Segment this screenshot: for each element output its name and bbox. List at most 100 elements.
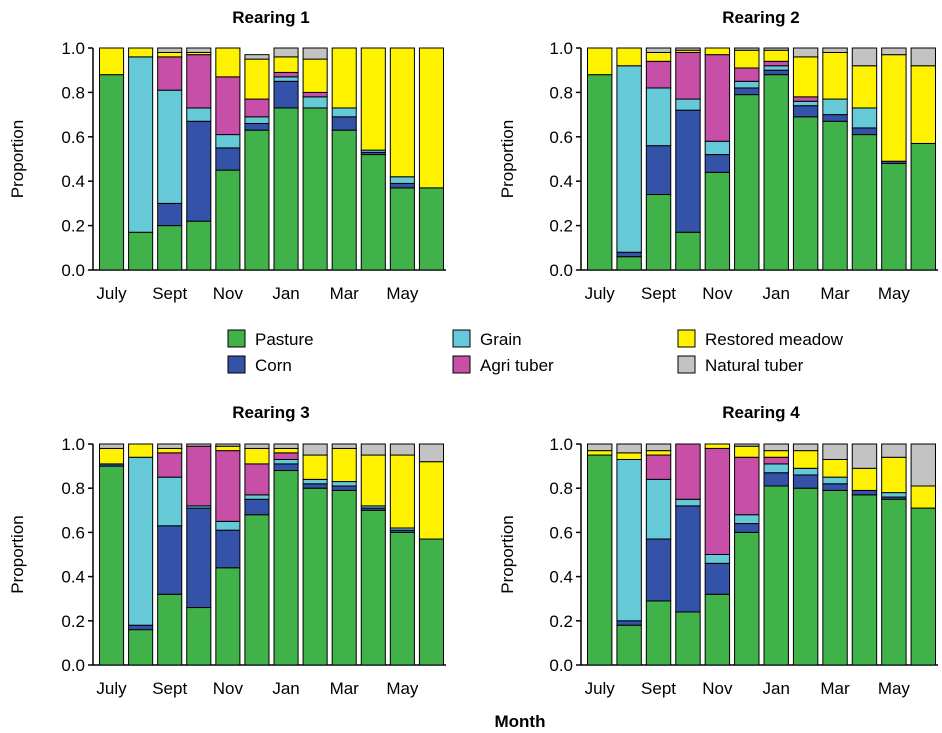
bar-segment-natural-tuber <box>186 47 212 53</box>
bar-stack <box>186 443 212 666</box>
bar-segment-grain <box>822 476 848 485</box>
bar-segment-restored-meadow <box>587 450 613 456</box>
y-tick-label: 0.4 <box>549 568 573 587</box>
bar-segment-pasture <box>645 600 672 666</box>
bar-segment-agri-tuber <box>215 76 241 136</box>
bar-segment-restored-meadow <box>822 51 848 100</box>
panel-rearing-1: Rearing 1 Proportion 0.0 0.2 0.4 0.6 0.8 1.0 Jul… <box>8 8 446 303</box>
bar-segment-restored-meadow <box>704 47 731 56</box>
bar-segment-restored-meadow <box>792 56 819 98</box>
bar-segment-natural-tuber <box>273 47 299 58</box>
bar-segment-natural-tuber <box>244 443 270 449</box>
bar-segment-agri-tuber <box>675 443 701 500</box>
bar-segment-corn <box>675 109 701 233</box>
bar-stack <box>616 47 642 271</box>
panel-title: Rearing 2 <box>722 8 799 27</box>
bar-segment-corn <box>273 463 299 472</box>
bar-segment-pasture <box>360 509 386 666</box>
bar-segment-pasture <box>215 169 241 271</box>
bar-segment-agri-tuber <box>704 447 731 556</box>
bar-segment-grain <box>157 89 183 204</box>
bar-segment-restored-meadow <box>704 443 731 449</box>
bar-segment-grain <box>851 107 878 129</box>
bar-segment-grain <box>302 96 328 109</box>
y-tick-label: 0.8 <box>61 479 85 498</box>
bar-segment-pasture <box>704 171 731 271</box>
bar-segment-grain <box>645 87 672 147</box>
bar-segment-restored-meadow <box>128 47 154 58</box>
y-tick-label: 0.6 <box>549 128 573 147</box>
bar-segment-grain <box>792 467 819 476</box>
bar-segment-restored-meadow <box>822 458 848 478</box>
x-tick-label: Mar <box>330 284 360 303</box>
bar-segment-pasture <box>331 489 357 666</box>
y-tick-label: 0.0 <box>61 656 85 675</box>
bar-segment-pasture <box>587 454 613 666</box>
bar-segment-agri-tuber <box>186 445 212 507</box>
bar-segment-grain <box>244 116 270 124</box>
bar-segment-corn <box>675 505 701 613</box>
bar-segment-corn <box>763 472 789 487</box>
legend-item-agri-tuber: Agri tuber <box>452 355 554 375</box>
y-tick-label: 0.4 <box>61 568 85 587</box>
bar-segment-agri-tuber <box>273 452 299 460</box>
bar-stack <box>418 443 444 666</box>
bar-segment-corn <box>331 485 357 491</box>
bar-stack <box>186 47 212 271</box>
bar-segment-pasture <box>331 129 357 271</box>
y-tick-label: 0.8 <box>61 83 85 102</box>
bar-segment-pasture <box>822 489 848 666</box>
bar-segment-agri-tuber <box>244 463 270 496</box>
bar-stack <box>99 47 125 271</box>
y-tick-label: 1.0 <box>549 435 573 454</box>
bar-segment-pasture <box>389 187 415 271</box>
bar-stack <box>587 443 613 666</box>
bar-segment-agri-tuber <box>675 51 701 100</box>
bar-segment-pasture <box>244 514 270 666</box>
bar-segment-agri-tuber <box>763 60 789 67</box>
bar-segment-grain <box>734 80 760 89</box>
bar-segment-grain <box>215 520 241 531</box>
bar-segment-corn <box>186 120 212 222</box>
bar-stack <box>792 443 819 666</box>
bar-segment-pasture <box>645 194 672 271</box>
bar-segment-pasture <box>128 629 154 666</box>
bar-stack <box>881 47 907 271</box>
bar-segment-natural-tuber <box>851 47 878 67</box>
panel-title: Rearing 3 <box>232 403 309 422</box>
bar-segment-natural-tuber <box>734 443 760 447</box>
bar-stack <box>763 443 789 666</box>
bar-stack <box>587 47 613 271</box>
y-tick-label: 0.4 <box>61 172 85 191</box>
bar-stack <box>157 47 183 271</box>
legend-item-corn: Corn <box>227 355 292 375</box>
bar-stack <box>128 443 154 666</box>
y-tick-label: 0.2 <box>61 217 85 236</box>
bar-stack <box>675 47 701 271</box>
bar-segment-corn <box>157 525 183 595</box>
bar-segment-grain <box>389 176 415 184</box>
bar-segment-grain <box>704 140 731 156</box>
legend-item-restored-meadow: Restored meadow <box>677 329 844 349</box>
bar-segment-pasture <box>792 487 819 666</box>
bar-segment-corn <box>302 483 328 489</box>
panel-rearing-2: Rearing 2 Proportion 0.0 0.2 0.4 0.6 0.8 1.0 Jul… <box>498 8 938 303</box>
bar-segment-natural-tuber <box>645 47 672 53</box>
y-axis-label: Proportion <box>498 120 517 198</box>
x-tick-label: Jan <box>272 284 299 303</box>
bar-stack <box>792 47 819 271</box>
bar-segment-restored-meadow <box>763 49 789 62</box>
bar-segment-agri-tuber <box>763 456 789 465</box>
bar-stack <box>851 443 878 666</box>
bar-segment-grain <box>881 492 907 498</box>
bar-stack <box>273 443 299 666</box>
bar-segment-pasture <box>418 538 444 666</box>
bar-segment-pasture <box>881 162 907 271</box>
bar-segment-restored-meadow <box>273 447 299 454</box>
bar-stack <box>616 443 642 666</box>
bar-stack <box>763 47 789 271</box>
bar-stack <box>302 443 328 666</box>
bar-segment-restored-meadow <box>244 447 270 465</box>
bar-segment-restored-meadow <box>273 56 299 73</box>
